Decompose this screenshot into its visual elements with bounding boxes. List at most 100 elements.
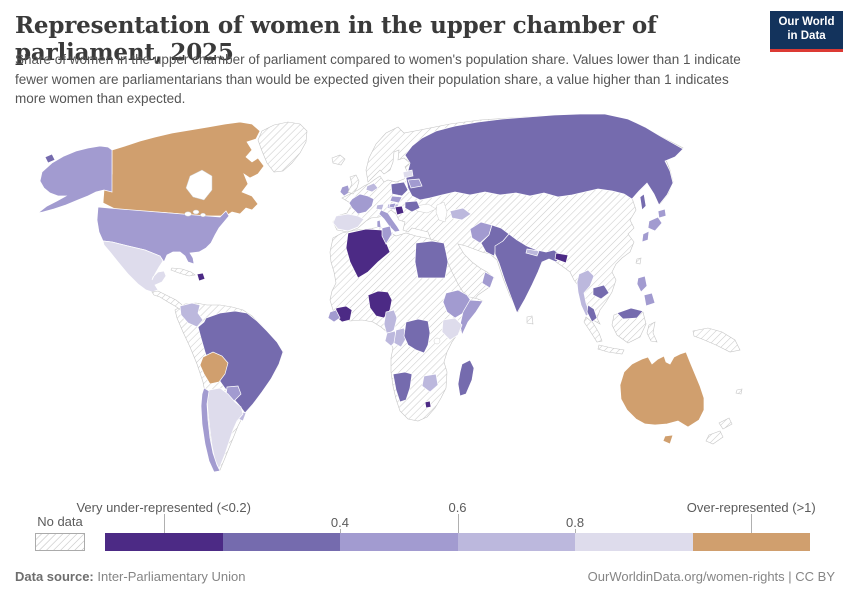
- region-java[interactable]: [597, 344, 625, 355]
- region-sumatra[interactable]: [583, 316, 603, 343]
- great-lakes: [192, 209, 200, 215]
- legend-tick: [751, 514, 753, 533]
- country-spain[interactable]: [332, 213, 365, 232]
- legend-tick: [339, 529, 341, 533]
- credit-link[interactable]: OurWorldinData.org/women-rights | CC BY: [587, 569, 835, 584]
- legend-tick: [457, 514, 459, 533]
- country-new-zealand-north[interactable]: [718, 417, 733, 430]
- country-nepal[interactable]: [525, 248, 540, 257]
- country-argentina[interactable]: [206, 387, 244, 470]
- country-france[interactable]: [348, 193, 375, 215]
- region-kyushu[interactable]: [641, 230, 650, 243]
- region-tasmania[interactable]: [662, 434, 674, 445]
- region-luzon[interactable]: [636, 275, 648, 293]
- region-pacific-island[interactable]: [735, 388, 743, 395]
- country-poland[interactable]: [390, 181, 409, 197]
- country-india[interactable]: [494, 233, 563, 314]
- region-sardinia[interactable]: [376, 219, 382, 229]
- legend-bar: [105, 533, 810, 551]
- legend-tick-label: 0.4: [330, 515, 350, 530]
- country-egypt[interactable]: [414, 240, 449, 279]
- country-liberia[interactable]: [327, 309, 341, 323]
- page-title: Representation of women in the upper cha…: [15, 12, 657, 66]
- legend-segment[interactable]: [105, 533, 223, 551]
- country-ireland[interactable]: [339, 184, 351, 197]
- country-romania[interactable]: [404, 200, 421, 213]
- country-croatia[interactable]: [388, 202, 397, 209]
- region-hokkaido[interactable]: [657, 208, 667, 219]
- country-tunisia[interactable]: [381, 225, 393, 245]
- country-australia[interactable]: [619, 351, 705, 428]
- country-italy[interactable]: [378, 209, 401, 233]
- country-belarus[interactable]: [407, 178, 423, 189]
- country-nigeria[interactable]: [367, 290, 393, 319]
- country-congo[interactable]: [393, 327, 408, 348]
- legend-segment[interactable]: [222, 533, 340, 551]
- country-eswatini[interactable]: [424, 400, 432, 409]
- country-sri-lanka[interactable]: [526, 315, 534, 325]
- country-madagascar[interactable]: [457, 359, 475, 397]
- country-netherlands[interactable]: [365, 182, 379, 193]
- country-zimbabwe[interactable]: [421, 373, 439, 393]
- legend-tick-label: Very under-represented (<0.2): [76, 500, 251, 515]
- region-honshu[interactable]: [647, 216, 663, 232]
- region-russia-island[interactable]: [44, 153, 56, 164]
- legend-tick: [575, 529, 577, 533]
- country-new-zealand-south[interactable]: [705, 430, 724, 445]
- data-source-value: Inter-Parliamentary Union: [93, 569, 246, 584]
- data-source-label: Data source:: [15, 569, 94, 584]
- legend-no-data-swatch[interactable]: [35, 533, 85, 551]
- country-papua-new-guinea[interactable]: [692, 327, 741, 353]
- lake-victoria: [433, 337, 441, 345]
- country-namibia[interactable]: [392, 371, 413, 403]
- region-alaska[interactable]: [37, 145, 113, 214]
- country-bhutan[interactable]: [554, 252, 569, 264]
- legend-segment[interactable]: [340, 533, 458, 551]
- chart-subtitle: Share of women in the upper chamber of p…: [15, 52, 741, 107]
- legend-no-data-label: No data: [37, 514, 83, 529]
- region-sulawesi[interactable]: [646, 321, 658, 343]
- country-estonia[interactable]: [402, 169, 414, 179]
- country-haiti[interactable]: [196, 272, 206, 282]
- country-taiwan[interactable]: [635, 257, 642, 265]
- region-malaysia-borneo[interactable]: [616, 307, 644, 320]
- country-oman[interactable]: [481, 271, 495, 289]
- legend-segment[interactable]: [575, 533, 693, 551]
- country-brazil[interactable]: [197, 310, 284, 414]
- region-malay-peninsula[interactable]: [586, 304, 598, 323]
- great-lakes: [184, 211, 192, 217]
- legend-tick: [163, 514, 165, 533]
- region-mindanao[interactable]: [643, 292, 656, 307]
- owid-logo[interactable]: Our World in Data: [770, 11, 843, 52]
- country-bosnia[interactable]: [394, 205, 405, 216]
- country-cameroon[interactable]: [383, 309, 398, 336]
- country-czechia[interactable]: [389, 195, 403, 204]
- country-cambodia[interactable]: [592, 284, 610, 300]
- country-greenland[interactable]: [257, 121, 308, 173]
- country-cuba[interactable]: [170, 267, 196, 277]
- country-switzerland[interactable]: [375, 203, 385, 211]
- country-chile[interactable]: [200, 387, 221, 473]
- country-uzbekistan[interactable]: [449, 207, 472, 221]
- logo-line-1: Our World: [778, 16, 835, 29]
- country-dr-congo[interactable]: [403, 318, 431, 354]
- country-iceland[interactable]: [331, 154, 346, 166]
- country-colombia[interactable]: [179, 302, 204, 328]
- country-russia[interactable]: [404, 113, 684, 206]
- country-algeria[interactable]: [345, 228, 391, 279]
- legend: Very under-represented (<0.2) 0.4 0.6 0.8 Ov…: [76, 500, 816, 551]
- country-united-kingdom[interactable]: [347, 174, 360, 195]
- country-mexico[interactable]: [102, 240, 167, 293]
- great-lakes: [200, 212, 206, 218]
- region-sakhalin[interactable]: [639, 193, 647, 211]
- chart-footer: Data source: Inter-Parliamentary Union O…: [15, 569, 835, 584]
- country-canada[interactable]: [102, 121, 265, 217]
- country-kenya[interactable]: [441, 317, 463, 341]
- country-bolivia[interactable]: [199, 351, 229, 385]
- legend-segment[interactable]: [457, 533, 575, 551]
- legend-segment[interactable]: [692, 533, 810, 551]
- legend-tick-label: Over-represented (>1): [686, 500, 816, 515]
- country-somalia[interactable]: [459, 299, 484, 337]
